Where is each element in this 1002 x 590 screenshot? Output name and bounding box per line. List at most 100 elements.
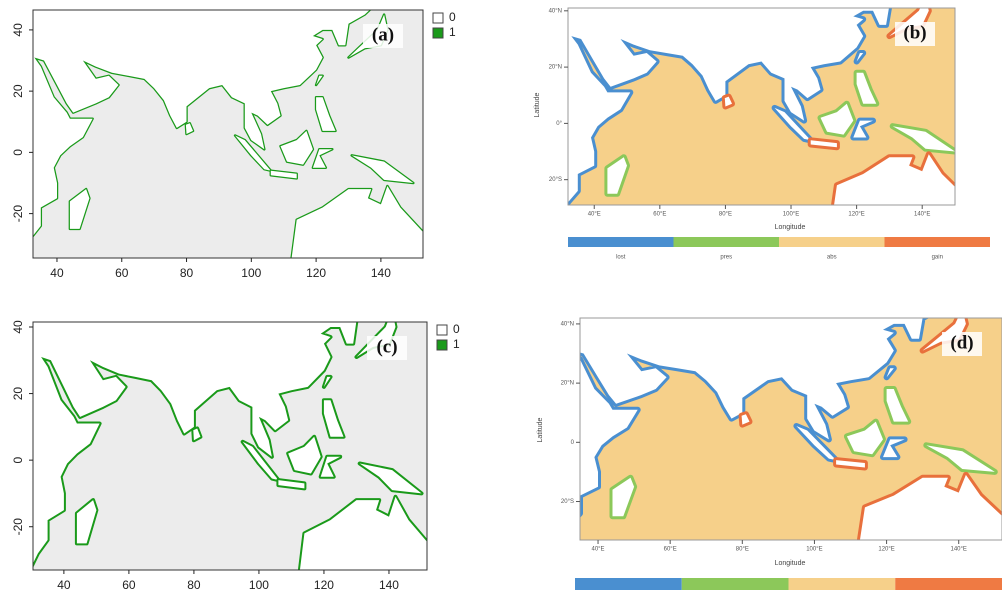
x-tick-label: 120: [314, 578, 334, 590]
y-tick-label: 20: [11, 387, 25, 401]
land: [288, 436, 321, 474]
x-tick-label: 140: [379, 578, 399, 590]
legend-swatch: [432, 27, 444, 39]
panel-label: (d): [950, 332, 973, 353]
plot-frame: [32, 9, 424, 259]
land: [853, 120, 873, 138]
land: [351, 155, 414, 183]
land: [820, 103, 854, 135]
map-panel: 40°E 60°E 80°E 100°E 120°E 140°E 40°N 20°N 0 20°S…: [537, 317, 1002, 590]
land: [580, 318, 923, 514]
land: [886, 368, 894, 378]
x-axis-title: Longitude: [775, 224, 806, 231]
land: [836, 460, 865, 468]
map: [33, 322, 427, 570]
label-bg: [895, 22, 935, 46]
legend-label: 1: [453, 337, 460, 351]
colorbar-label: abs: [827, 255, 837, 261]
plot-frame: [579, 317, 1002, 541]
label-bg: [367, 336, 407, 360]
land: [185, 123, 193, 134]
land: [834, 154, 955, 205]
y-tick-label: 0°: [556, 121, 562, 127]
y-tick-label: 0: [11, 456, 25, 463]
x-axis-title: Longitude: [775, 560, 806, 567]
land: [33, 322, 357, 564]
land: [299, 496, 427, 570]
y-tick-label: 20: [11, 84, 25, 98]
label-bg: [363, 24, 403, 48]
land: [312, 149, 333, 168]
land: [856, 72, 877, 104]
map: [33, 10, 423, 258]
land: [886, 389, 909, 422]
x-tick-label: 80°E: [719, 212, 732, 218]
x-tick-label: 40°E: [588, 212, 601, 218]
land: [846, 421, 883, 455]
panel-label: (c): [376, 336, 397, 357]
x-tick-label: 120°E: [878, 547, 894, 553]
land: [280, 130, 313, 165]
panel-label: (a): [372, 24, 394, 45]
land: [926, 445, 995, 472]
legend-label: 0: [449, 10, 456, 24]
legend-swatch: [436, 324, 448, 336]
x-tick-label: 60°E: [653, 212, 666, 218]
colorbar-segment: [575, 578, 682, 590]
map: [568, 8, 955, 205]
x-tick-label: 40°E: [591, 547, 604, 553]
y-tick-label: -20: [11, 205, 25, 223]
x-tick-label: 80°E: [736, 547, 749, 553]
colorbar-label: gain: [932, 255, 943, 261]
land: [76, 500, 97, 544]
colorbar-segment: [779, 237, 885, 247]
x-tick-label: 40: [57, 578, 71, 590]
land: [859, 474, 1002, 540]
land: [741, 414, 750, 425]
colorbar-segment: [884, 237, 990, 247]
y-tick-label: 40°N: [561, 321, 574, 327]
land: [235, 135, 271, 171]
land: [320, 456, 341, 477]
legend-swatch: [432, 12, 444, 24]
x-tick-label: 60°E: [664, 547, 677, 553]
land: [270, 170, 297, 179]
land: [724, 96, 732, 107]
x-tick-label: 60: [115, 266, 129, 280]
panel-label: (b): [903, 22, 926, 43]
x-tick-label: 80: [180, 266, 194, 280]
x-tick-label: 140°E: [951, 547, 967, 553]
land: [810, 140, 837, 148]
land: [316, 75, 323, 85]
x-tick-label: 100: [241, 266, 261, 280]
colorbar-label: lost: [616, 255, 626, 261]
land: [568, 8, 889, 203]
land: [612, 477, 635, 517]
land: [607, 157, 627, 194]
y-tick-label: 0: [571, 440, 575, 446]
land: [883, 439, 905, 458]
x-tick-label: 100°E: [806, 547, 822, 553]
y-tick-label: 40: [11, 23, 25, 37]
land: [33, 10, 370, 236]
land: [291, 186, 423, 258]
y-tick-label: 20°N: [549, 65, 562, 71]
map: [580, 318, 1002, 540]
y-tick-label: -20: [11, 518, 25, 536]
x-tick-label: 60: [122, 578, 136, 590]
colorbar-segment: [681, 578, 789, 590]
x-tick-label: 140: [371, 266, 391, 280]
plot-frame: [32, 321, 428, 571]
y-tick-label: 20°N: [561, 381, 574, 387]
label-bg: [942, 332, 982, 356]
x-tick-label: 100: [249, 578, 269, 590]
x-tick-label: 120: [306, 266, 326, 280]
map-panel: 40°E 60°E 80°E 100°E 120°E 140°E 40°N 20°N 0° 20°…: [534, 7, 990, 261]
x-tick-label: 120°E: [848, 212, 864, 218]
x-tick-label: 100°E: [783, 212, 799, 218]
colorbar-segment: [673, 237, 779, 247]
y-tick-label: 20°S: [549, 177, 562, 183]
plot-frame: [567, 7, 956, 206]
